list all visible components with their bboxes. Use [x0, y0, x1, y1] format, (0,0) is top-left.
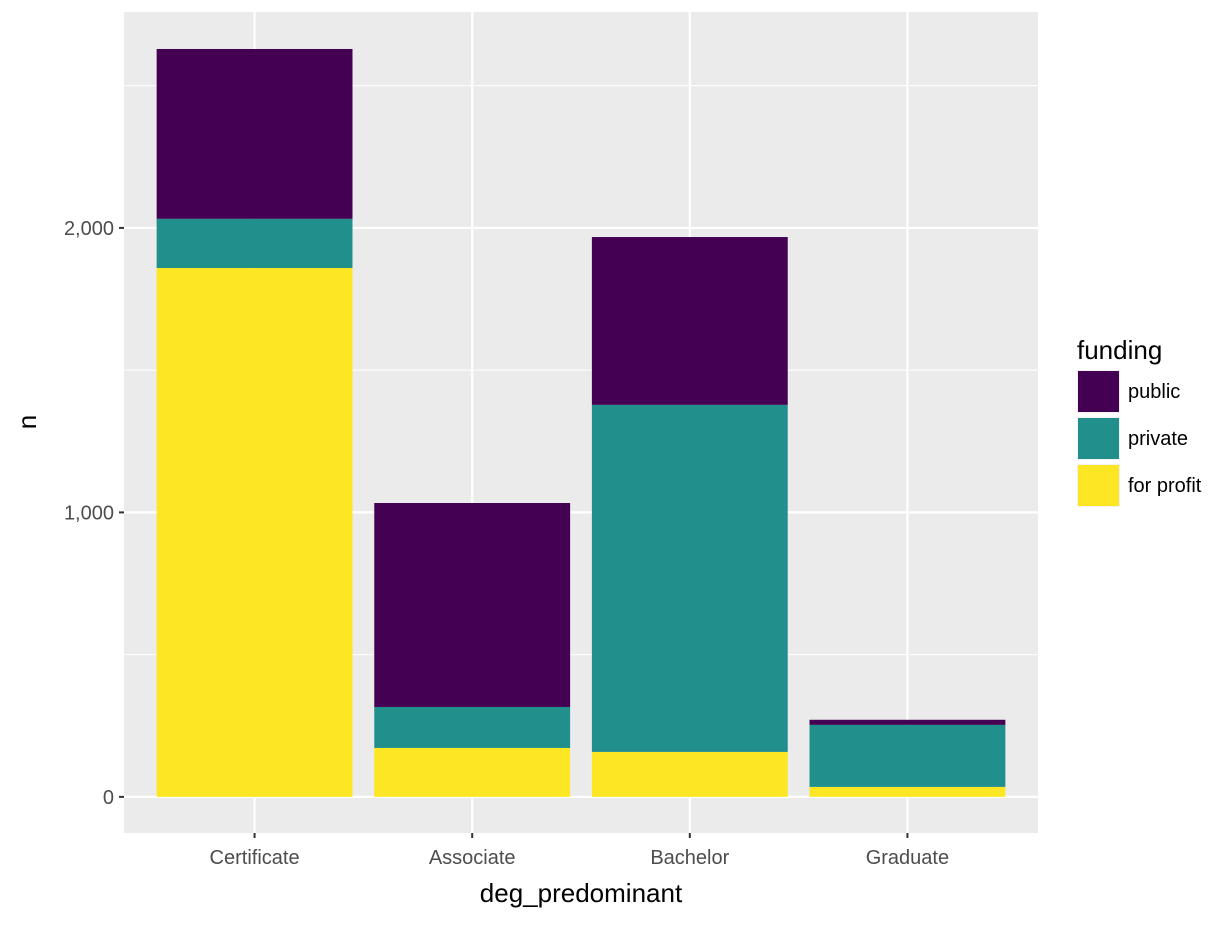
bar-segment-private — [374, 706, 571, 748]
legend-swatch — [1078, 371, 1119, 412]
legend: funding public private for profit — [1077, 335, 1202, 507]
bar-segment-public — [809, 719, 1006, 725]
bar-segment-for-profit — [156, 268, 353, 797]
bar-segment-for-profit — [809, 786, 1006, 797]
bar-segment-private — [156, 218, 353, 269]
bar-segment-private — [591, 404, 788, 752]
y-tick-label: 0 — [103, 787, 114, 809]
bar-segment-public — [374, 503, 571, 707]
bar-segment-public — [591, 237, 788, 405]
x-tick-label: Associate — [429, 847, 516, 869]
x-tick-label: Graduate — [866, 847, 949, 869]
legend-title: funding — [1077, 335, 1162, 365]
bar-segment-for-profit — [591, 751, 788, 797]
x-tick-label: Certificate — [210, 847, 300, 869]
x-tick-label: Bachelor — [650, 847, 729, 869]
bar-segment-public — [156, 48, 353, 219]
legend-label: public — [1128, 381, 1180, 403]
y-tick-label: 2,000 — [64, 218, 114, 240]
y-tick-label: 1,000 — [64, 502, 114, 524]
legend-label: for profit — [1128, 475, 1202, 497]
y-axis-title: n — [12, 415, 42, 429]
legend-label: private — [1128, 428, 1188, 450]
x-axis-title: deg_predominant — [480, 878, 683, 908]
legend-swatch — [1078, 418, 1119, 459]
legend-swatch — [1078, 465, 1119, 506]
bar-segment-for-profit — [374, 747, 571, 797]
bar-segment-private — [809, 724, 1006, 787]
